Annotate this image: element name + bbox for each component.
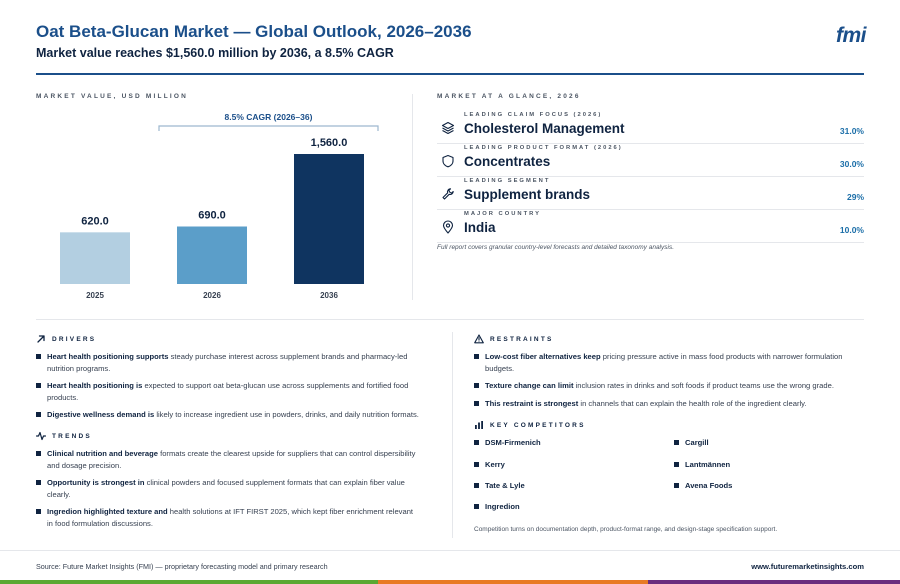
map-pin-icon bbox=[442, 220, 454, 234]
bar-value-label: 690.0 bbox=[198, 210, 226, 222]
x-tick-label: 2025 bbox=[86, 291, 104, 300]
layers-icon bbox=[441, 121, 455, 135]
restraint-item: Low-cost fiber alternatives keep pricing… bbox=[474, 351, 864, 374]
brand-logo: fmi bbox=[836, 24, 867, 47]
trend-item: Clinical nutrition and beverage formats … bbox=[36, 448, 421, 471]
drivers-list: Heart health positioning supports steady… bbox=[36, 351, 421, 421]
glance-share: 30.0% bbox=[839, 159, 864, 169]
section-divider bbox=[412, 94, 413, 300]
market-value-bar-chart: 620.0 2025 690.0 2026 1,560.0 2036 8.5% CAGR (… bbox=[60, 112, 379, 300]
footer-stripe-orange bbox=[378, 580, 648, 584]
glance-row-claim-focus: LEADING CLAIM FOCUS (2026) Cholesterol M… bbox=[437, 112, 864, 144]
competitor-item: Lantmännen bbox=[674, 460, 730, 469]
footer-stripe-purple bbox=[648, 580, 900, 584]
competitors-label: KEY COMPETITORS bbox=[490, 421, 586, 429]
competitor-item: Avena Foods bbox=[674, 481, 732, 490]
glance-note: Full report covers granular country-leve… bbox=[437, 244, 675, 251]
footer-rule bbox=[0, 550, 900, 551]
header-rule bbox=[36, 73, 864, 75]
competitor-item: Kerry bbox=[474, 460, 505, 469]
restraints-heading: RESTRAINTS bbox=[474, 334, 554, 344]
glance-label: LEADING PRODUCT FORMAT (2026) bbox=[464, 145, 623, 151]
drivers-label: DRIVERS bbox=[52, 335, 97, 343]
x-tick-label: 2026 bbox=[203, 291, 221, 300]
competitor-item: Tate & Lyle bbox=[474, 481, 525, 490]
bar-value-label: 620.0 bbox=[81, 215, 109, 227]
glance-label: LEADING CLAIM FOCUS (2026) bbox=[464, 112, 603, 118]
competitor-item: DSM-Firmenich bbox=[474, 438, 541, 447]
glance-value: Cholesterol Management bbox=[464, 121, 625, 136]
driver-item: Heart health positioning is expected to … bbox=[36, 380, 421, 403]
chart-section-label: MARKET VALUE, USD MILLION bbox=[36, 93, 189, 100]
bar-2026 bbox=[177, 226, 247, 284]
glance-row-country: MAJOR COUNTRY India 10.0% bbox=[437, 211, 864, 243]
website-link[interactable]: www.futuremarketinsights.com bbox=[751, 562, 864, 571]
warning-triangle-icon bbox=[474, 334, 484, 344]
glance-value: Concentrates bbox=[464, 154, 551, 169]
competitor-item: Cargill bbox=[674, 438, 709, 447]
restraints-label: RESTRAINTS bbox=[490, 335, 554, 343]
glance-label: LEADING SEGMENT bbox=[464, 178, 551, 184]
glance-row-product-format: LEADING PRODUCT FORMAT (2026) Concentrat… bbox=[437, 145, 864, 177]
glance-label: MAJOR COUNTRY bbox=[464, 211, 541, 217]
trends-label: TRENDS bbox=[52, 432, 92, 440]
wrench-icon bbox=[442, 188, 454, 200]
competitors-heading: KEY COMPETITORS bbox=[474, 420, 586, 430]
shield-icon bbox=[442, 154, 454, 168]
glance-share: 31.0% bbox=[839, 126, 864, 136]
trends-list: Clinical nutrition and beverage formats … bbox=[36, 448, 421, 529]
section-divider bbox=[452, 332, 453, 538]
bar-2025 bbox=[60, 232, 130, 284]
glance-value: Supplement brands bbox=[464, 187, 591, 202]
cagr-bracket bbox=[158, 125, 379, 131]
glance-section-label: MARKET AT A GLANCE, 2026 bbox=[437, 93, 581, 100]
activity-icon bbox=[36, 431, 46, 441]
trend-item: Opportunity is strongest in clinical pow… bbox=[36, 477, 421, 500]
restraint-item: Texture change can limit inclusion rates… bbox=[474, 380, 864, 392]
competitors-note: Competition turns on documentation depth… bbox=[474, 526, 778, 533]
glance-row-segment: LEADING SEGMENT Supplement brands 29% bbox=[437, 178, 864, 210]
drivers-heading: DRIVERS bbox=[36, 334, 96, 344]
competitor-item: Ingredion bbox=[474, 502, 520, 511]
restraints-list: Low-cost fiber alternatives keep pricing… bbox=[474, 351, 864, 409]
glance-value: India bbox=[464, 220, 496, 235]
bar-2036 bbox=[294, 154, 364, 284]
bar-value-label: 1,560.0 bbox=[311, 137, 348, 149]
x-tick-label: 2036 bbox=[320, 291, 338, 300]
page-subtitle: Market value reaches $1,560.0 million by… bbox=[36, 46, 394, 60]
arrow-up-right-icon bbox=[37, 335, 45, 343]
mid-rule bbox=[36, 319, 864, 320]
page-title: Oat Beta-Glucan Market — Global Outlook,… bbox=[36, 22, 472, 41]
bar-chart-icon bbox=[475, 421, 483, 429]
driver-item: Heart health positioning supports steady… bbox=[36, 351, 421, 374]
driver-item: Digestive wellness demand is likely to i… bbox=[36, 409, 421, 421]
footer-stripe-green bbox=[0, 580, 378, 584]
trends-heading: TRENDS bbox=[36, 431, 92, 441]
glance-share: 10.0% bbox=[839, 225, 864, 235]
source-note: Source: Future Market Insights (FMI) — p… bbox=[36, 562, 328, 571]
cagr-annotation: 8.5% CAGR (2026–36) bbox=[225, 112, 313, 122]
restraint-item: This restraint is strongest in channels … bbox=[474, 398, 864, 410]
glance-share: 29% bbox=[846, 192, 864, 202]
trend-item: Ingredion highlighted texture and health… bbox=[36, 506, 421, 529]
